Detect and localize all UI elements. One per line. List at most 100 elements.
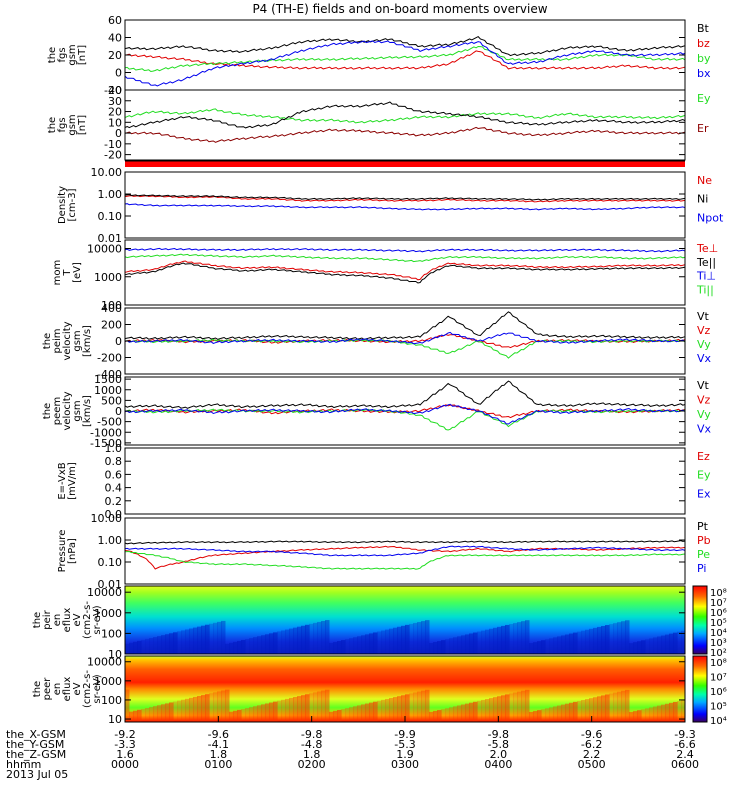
spectrogram-column (513, 692, 518, 722)
spectrogram-column (449, 638, 454, 654)
series-line-Npot (124, 203, 686, 211)
spectrogram-column (533, 642, 538, 654)
spectrogram-column (353, 706, 358, 722)
spectrogram-column (673, 701, 678, 722)
colorbar-tick-label: 10⁵ (710, 702, 727, 713)
panel-frame (124, 239, 686, 306)
spectrogram-column (173, 632, 178, 654)
y-axis-label: [eV] (72, 262, 83, 283)
separator-line (125, 160, 685, 162)
spectrogram-column (517, 622, 522, 654)
spectrogram-column (145, 707, 150, 722)
spectrogram-column (525, 689, 530, 722)
colorbar-tick-label: 10⁷ (710, 673, 727, 684)
y-tick-label: -10 (104, 138, 122, 151)
spectrogram-column (193, 627, 198, 654)
series-line-bx (124, 40, 686, 87)
spectrogram-column (441, 640, 446, 654)
spectrogram-column (209, 693, 214, 722)
spectrogram-column (633, 642, 638, 654)
spectrogram-column (225, 643, 230, 654)
spectrogram-column (309, 693, 314, 722)
spectrogram-column (297, 626, 302, 654)
spectrogram-column (245, 708, 250, 722)
legend-label-by: by (697, 52, 711, 65)
spectrogram-column (485, 629, 490, 654)
x-row-value: 0300 (391, 758, 419, 771)
spectrogram-column (169, 702, 174, 722)
spectrogram-column (501, 695, 506, 722)
legend-label-Ti⊥: Ti⊥ (696, 270, 716, 283)
panel-0: 60 40 20 0 -20 the fgs gsm [nT] Bt bz by bx (47, 14, 711, 97)
y-tick-label: 0 (115, 127, 122, 140)
spectrogram-column (361, 635, 366, 654)
spectrogram-column (185, 698, 190, 722)
spectrogram-column (557, 705, 562, 722)
spectrogram-column (537, 641, 542, 654)
spectrogram-column (213, 622, 218, 654)
spectrogram-column (293, 697, 298, 722)
spectrogram-column (625, 620, 630, 654)
spectrogram-column (501, 625, 506, 654)
series-line-by (124, 45, 686, 73)
spectrogram-column (261, 635, 266, 654)
spectrogram-column (333, 710, 338, 722)
spectrogram-column (621, 690, 626, 722)
spectrogram-column (249, 707, 254, 722)
spectrogram-column (641, 709, 646, 722)
y-axis-label: sr-eV) (92, 674, 103, 703)
spectrogram-column (185, 629, 190, 654)
spectrogram-column (661, 704, 666, 722)
y-axis-label: eflux (62, 608, 73, 633)
y-axis-label: gsm (67, 114, 78, 135)
spectrogram-column (241, 708, 246, 722)
spectrogram-column (413, 622, 418, 654)
spectrogram-column (605, 625, 610, 654)
spectrogram-column (681, 630, 686, 654)
y-tick-label: -500 (97, 416, 122, 429)
y-tick-label: 10000 (87, 656, 122, 669)
spectrogram-column (201, 625, 206, 654)
spectrogram-column (393, 697, 398, 722)
x-row-value: -5.8 (488, 738, 509, 751)
spectrogram-column (561, 704, 566, 722)
y-tick-label: 0.10 (98, 556, 123, 569)
y-tick-label: 10.00 (91, 512, 123, 525)
x-axis-table: the_X-GSM the_Y-GSM the_Z-GSM hhmm 2013 … (6, 716, 699, 781)
y-axis-label: T (62, 269, 73, 277)
series-line-Pt (124, 540, 686, 545)
spectrogram-column (581, 630, 586, 654)
y-axis-label: [cm-3] (67, 188, 78, 221)
spectrogram-column (261, 704, 266, 722)
spectrogram-column (221, 690, 226, 722)
series-line-Bt (124, 35, 686, 57)
spectrogram-column (137, 709, 142, 722)
spectrogram-column (601, 625, 606, 654)
spectrogram-column (281, 699, 286, 722)
spectrogram-column (569, 702, 574, 722)
y-tick-label: 1000 (94, 675, 122, 688)
spectrogram-column (445, 639, 450, 654)
colorbar (692, 655, 708, 723)
y-tick-label: 1.0 (105, 442, 123, 455)
colorbar-tick-label: 10⁸ (710, 658, 727, 669)
spectrogram-column (569, 633, 574, 654)
x-row-label-0: the_X-GSM (6, 728, 66, 741)
legend-label-bz: bz (697, 37, 710, 50)
y-axis-label: velocity (62, 391, 73, 430)
series-line-Vt (124, 380, 686, 409)
spectrogram-column (517, 691, 522, 722)
series-line-Ey (124, 108, 686, 124)
spectrogram-column (665, 703, 670, 722)
spectrogram-column (429, 642, 434, 654)
y-tick-label: 400 (101, 302, 122, 315)
x-row-value: -4.1 (208, 738, 229, 751)
spectrogram-column (225, 689, 230, 722)
y-tick-label: -1500 (90, 437, 122, 450)
x-row-value: 0000 (111, 758, 139, 771)
panel-frame (124, 89, 686, 161)
spectrogram-column (285, 698, 290, 722)
spectrogram-column (485, 699, 490, 722)
spectrogram-column (165, 634, 170, 654)
